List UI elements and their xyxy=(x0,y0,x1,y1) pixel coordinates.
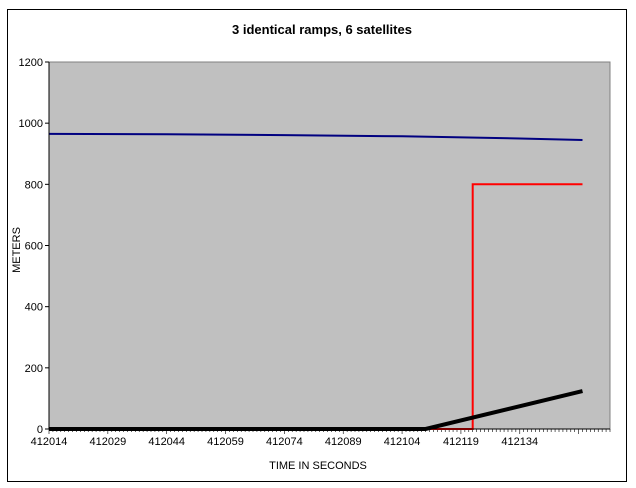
x-tick-label: 412059 xyxy=(207,436,244,448)
y-axis-title: METERS xyxy=(11,227,23,273)
x-tick-label: 412029 xyxy=(89,436,126,448)
x-tick-label: 412044 xyxy=(148,436,185,448)
series-line-1 xyxy=(48,132,583,141)
y-tick-label: 800 xyxy=(25,179,43,191)
y-tick-label: 200 xyxy=(25,363,43,375)
chart-svg: 3 identical ramps, 6 satellites 0 200 400 6… xyxy=(11,22,611,472)
y-tick-label: 400 xyxy=(25,302,43,314)
x-tick-label: 412119 xyxy=(443,436,479,448)
x-tick-label: 412104 xyxy=(384,436,421,448)
x-tick-label: 412074 xyxy=(266,436,303,448)
chart-title: 3 identical ramps, 6 satellites xyxy=(232,22,412,37)
x-tick-labels: 412014 412029 412044 412059 412074 412089 4121… xyxy=(31,436,538,448)
y-tick-label: 600 xyxy=(25,241,43,253)
y-tick-label: 1000 xyxy=(19,118,43,130)
x-tick-label: 412134 xyxy=(501,436,538,448)
y-tick-label: 1200 xyxy=(19,57,43,69)
x-tick-label: 412089 xyxy=(325,436,362,448)
x-axis-title: TIME IN SECONDS xyxy=(269,460,367,472)
y-tick-labels: 0 200 400 600 800 1000 1200 xyxy=(19,57,43,436)
chart-frame: 3 identical ramps, 6 satellites 0 200 400 6… xyxy=(7,9,627,482)
y-tick-label: 0 xyxy=(37,424,43,436)
plot-area xyxy=(48,61,611,430)
x-tick-label: 412014 xyxy=(31,436,68,448)
y-tick-marks xyxy=(45,61,49,430)
